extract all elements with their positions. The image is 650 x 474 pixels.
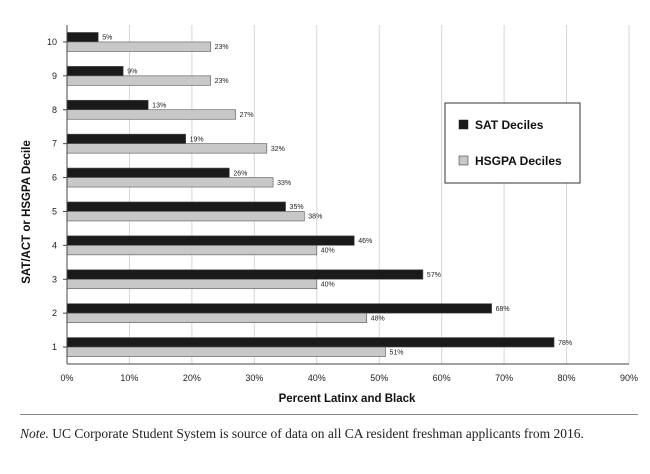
y-tick-label: 1 bbox=[52, 342, 57, 352]
x-tick-label: 10% bbox=[120, 373, 138, 383]
data-label-hsgpa: 51% bbox=[389, 349, 403, 356]
x-tick-label: 0% bbox=[60, 373, 73, 383]
bar-sat-decile bbox=[66, 167, 230, 178]
legend-swatch-hsgpa bbox=[458, 155, 469, 166]
labels: 0% 10% 20% 30% 40% 50% 60% 70% 80% 90% 1 78% 51% 2 68%… bbox=[47, 35, 638, 383]
y-tick-label: 6 bbox=[52, 173, 57, 183]
y-tick-label: 10 bbox=[47, 37, 57, 47]
legend: SAT Deciles HSGPA Deciles bbox=[444, 102, 581, 184]
bar-sat-decile bbox=[66, 201, 286, 212]
data-label-sat: 26% bbox=[233, 170, 247, 177]
data-label-sat: 57% bbox=[427, 272, 441, 279]
data-label-sat: 35% bbox=[290, 204, 304, 211]
legend-label-hsgpa: HSGPA Deciles bbox=[475, 154, 562, 168]
data-label-sat: 19% bbox=[190, 136, 204, 143]
axes bbox=[63, 25, 629, 365]
bar-hsgpa-decile bbox=[66, 245, 318, 256]
y-tick-label: 9 bbox=[52, 71, 57, 81]
y-axis-title: SAT/ACT or HSGPA Decile bbox=[21, 140, 33, 284]
y-tick-label: 5 bbox=[52, 206, 57, 216]
bar-sat-decile bbox=[66, 269, 424, 280]
x-tick-label: 50% bbox=[370, 373, 388, 383]
data-label-hsgpa: 48% bbox=[371, 315, 385, 322]
x-tick-label: 40% bbox=[308, 373, 326, 383]
bar-chart: 0% 10% 20% 30% 40% 50% 60% 70% 80% 90% 1 78% 51% 2 68%… bbox=[21, 25, 638, 405]
data-label-hsgpa: 23% bbox=[215, 78, 229, 85]
bar-sat-decile bbox=[66, 133, 186, 144]
data-label-sat: 46% bbox=[358, 238, 372, 245]
data-label-sat: 9% bbox=[127, 69, 137, 76]
note-text: UC Corporate Student System is source of… bbox=[48, 426, 584, 441]
y-tick-label: 3 bbox=[52, 274, 57, 284]
legend-swatch-sat bbox=[458, 119, 469, 130]
bar-hsgpa-decile bbox=[66, 41, 211, 52]
data-label-sat: 78% bbox=[558, 340, 572, 347]
x-tick-label: 20% bbox=[183, 373, 201, 383]
bar-hsgpa-decile bbox=[66, 177, 274, 188]
data-label-hsgpa: 38% bbox=[308, 214, 322, 221]
data-label-hsgpa: 32% bbox=[271, 146, 285, 153]
y-tick-label: 8 bbox=[52, 105, 57, 115]
note-lead: Note. bbox=[20, 426, 49, 441]
y-tick-label: 2 bbox=[52, 308, 57, 318]
bar-hsgpa-decile bbox=[66, 278, 318, 290]
data-label-hsgpa: 27% bbox=[240, 112, 254, 119]
x-tick-label: 90% bbox=[620, 373, 638, 383]
bar-sat-decile bbox=[66, 235, 355, 246]
bar-hsgpa-decile bbox=[66, 109, 236, 120]
bar-sat-decile bbox=[66, 337, 555, 348]
bar-sat-decile bbox=[66, 32, 99, 43]
y-tick-label: 7 bbox=[52, 139, 57, 149]
bar-hsgpa-decile bbox=[66, 312, 368, 323]
chart-note: Note. UC Corporate Student System is sou… bbox=[20, 424, 640, 443]
bar-sat-decile bbox=[66, 99, 149, 111]
bars bbox=[66, 32, 555, 357]
data-label-hsgpa: 40% bbox=[321, 248, 335, 255]
x-tick-label: 30% bbox=[245, 373, 263, 383]
legend-box bbox=[444, 102, 581, 184]
data-label-hsgpa: 23% bbox=[215, 44, 229, 51]
data-label-sat: 68% bbox=[496, 306, 510, 313]
bar-hsgpa-decile bbox=[66, 211, 305, 222]
bar-hsgpa-decile bbox=[66, 143, 268, 154]
legend-label-sat: SAT Deciles bbox=[475, 118, 544, 132]
y-tick-label: 4 bbox=[52, 240, 57, 250]
bar-sat-decile bbox=[66, 303, 492, 314]
note-divider bbox=[20, 414, 638, 415]
data-label-hsgpa: 40% bbox=[321, 282, 335, 289]
x-tick-label: 70% bbox=[495, 373, 513, 383]
data-label-sat: 13% bbox=[152, 103, 166, 110]
data-label-sat: 5% bbox=[102, 35, 112, 42]
x-tick-label: 80% bbox=[558, 373, 576, 383]
x-tick-label: 60% bbox=[433, 373, 451, 383]
bar-hsgpa-decile bbox=[66, 75, 211, 86]
data-label-hsgpa: 33% bbox=[277, 180, 291, 187]
bar-sat-decile bbox=[66, 66, 124, 77]
bar-hsgpa-decile bbox=[66, 346, 386, 357]
x-axis-title: Percent Latinx and Black bbox=[279, 393, 416, 405]
